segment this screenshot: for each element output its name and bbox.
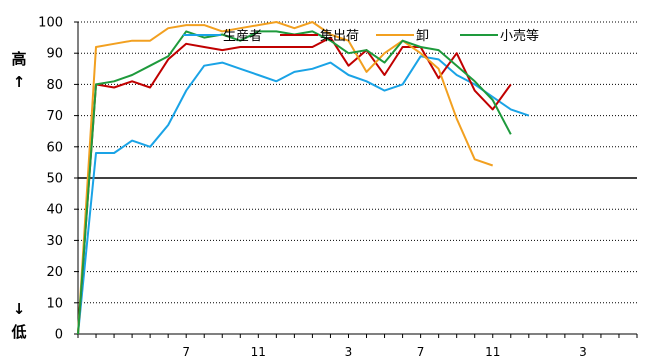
legend-label: 集出荷 [320,28,359,44]
y-tick-label: 80 [46,78,63,93]
down-arrow-icon: ↓ [13,300,26,318]
x-axis: 7 11 3 7 11 3 [77,333,638,359]
y-tick-label: 90 [46,47,63,62]
low-label: 低 [10,323,26,341]
x-tick-label: 7 [182,345,190,359]
y-tick-label: 0 [55,328,63,343]
y-tick-label: 60 [46,140,63,155]
up-arrow-icon: ↑ [13,73,26,91]
x-tick-label: 7 [417,345,425,359]
legend-label: 生産者 [223,28,262,44]
gridlines [78,21,637,304]
y-tick-label: 50 [46,172,63,187]
series-line-4 [77,30,512,335]
series-line-2 [77,36,512,335]
legend: 生産者 集出荷 卸 小売等 [183,28,539,44]
y-tick-label: 40 [46,203,63,218]
high-label: 高 [11,50,26,68]
y-tick-label: 20 [46,265,63,280]
y-tick-label: 30 [46,234,63,249]
x-tick-label: 3 [345,345,353,359]
x-tick-label: 3 [579,345,587,359]
x-tick-label: 11 [485,345,500,359]
y-side-labels: 高 ↑ ↓ 低 [10,50,26,341]
y-tick-label: 10 [46,296,63,311]
legend-label: 小売等 [500,28,539,44]
legend-label: 卸 [416,28,429,44]
y-tick-label: 100 [38,16,63,31]
y-axis: 0 10 20 30 40 50 60 70 80 90 100 [38,16,79,343]
x-tick-label: 11 [251,345,266,359]
y-tick-label: 70 [46,109,63,124]
series-line-3 [77,21,494,335]
series-line-1 [77,55,530,335]
